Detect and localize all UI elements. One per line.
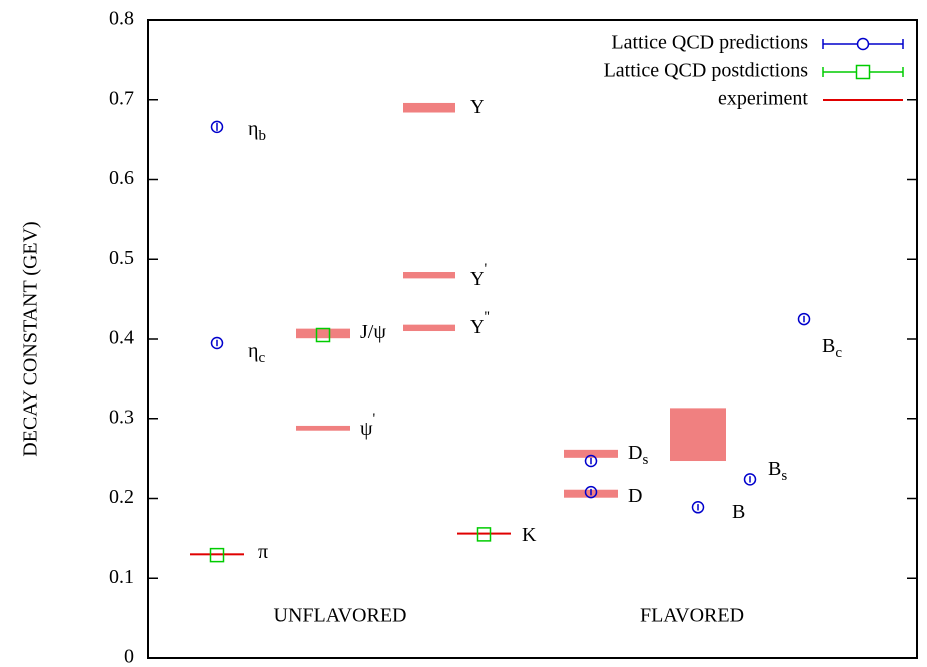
label-name: Υ xyxy=(470,268,484,290)
experiment-band xyxy=(296,425,350,431)
point-label: D xyxy=(628,485,642,507)
y-tick-label: 0.8 xyxy=(109,8,134,30)
prediction-point xyxy=(691,501,705,514)
y-tick-label: 0.3 xyxy=(109,406,134,428)
y-tick-label: 0.5 xyxy=(109,247,134,269)
experiment-band xyxy=(670,408,726,462)
label-sup: ' xyxy=(373,411,376,427)
legend-marker xyxy=(856,37,870,51)
postdiction-point xyxy=(209,547,225,563)
label-sup: '' xyxy=(484,309,490,325)
label-name: K xyxy=(522,524,537,546)
experiment-band xyxy=(190,553,244,556)
experiment-band xyxy=(403,324,455,332)
label-name: ψ xyxy=(360,418,373,440)
point-label: K xyxy=(522,524,537,546)
point-label: ηb xyxy=(248,118,266,145)
point-label: Υ' xyxy=(470,261,487,289)
label-name: D xyxy=(628,485,642,507)
point-label: Bs xyxy=(768,458,787,485)
point-label: Υ xyxy=(470,96,484,118)
experiment-band xyxy=(296,328,350,339)
legend-label: Lattice QCD predictions xyxy=(611,32,808,54)
y-tick-label: 0 xyxy=(124,646,134,667)
label-name: B xyxy=(732,501,745,523)
point-label: π xyxy=(258,541,268,563)
y-axis-label: DECAY CONSTANT (GEV) xyxy=(20,221,42,456)
experiment-band xyxy=(564,449,618,458)
legend-label: experiment xyxy=(718,88,808,110)
y-tick-label: 0.1 xyxy=(109,566,134,588)
label-name: η xyxy=(248,340,258,362)
group-label: FLAVORED xyxy=(640,605,744,627)
label-name: B xyxy=(768,458,781,480)
prediction-point xyxy=(584,454,598,468)
point-label: J/ψ xyxy=(360,321,386,343)
label-sub: b xyxy=(258,128,266,144)
legend-marker xyxy=(855,64,871,80)
y-tick-label: 0.6 xyxy=(109,167,134,189)
label-name: Υ xyxy=(470,96,484,118)
postdiction-point xyxy=(315,327,331,343)
label-sub: s xyxy=(642,452,648,468)
experiment-band xyxy=(403,272,455,279)
point-label: ψ' xyxy=(360,411,376,439)
y-tick-label: 0.2 xyxy=(109,486,134,508)
prediction-point xyxy=(210,120,224,134)
label-name: J/ψ xyxy=(360,321,386,343)
prediction-point xyxy=(584,485,598,499)
label-name: η xyxy=(248,118,258,140)
label-sub: c xyxy=(835,345,842,361)
experiment-band xyxy=(457,532,511,535)
label-sub: s xyxy=(781,468,787,484)
postdiction-point xyxy=(476,527,492,542)
y-tick-label: 0.4 xyxy=(109,327,134,349)
y-tick-label: 0.7 xyxy=(109,87,134,109)
point-label: ηc xyxy=(248,340,265,367)
prediction-point xyxy=(797,312,811,326)
prediction-point xyxy=(743,473,757,486)
prediction-point xyxy=(210,336,224,350)
point-label: Bc xyxy=(822,335,842,362)
label-name: D xyxy=(628,442,642,464)
group-label: UNFLAVORED xyxy=(274,605,407,627)
experiment-band xyxy=(403,102,455,113)
point-label: Υ'' xyxy=(470,309,490,337)
label-name: π xyxy=(258,541,268,563)
point-label: B xyxy=(732,501,745,523)
label-sub: c xyxy=(258,350,265,366)
label-sup: ' xyxy=(484,261,487,277)
legend-label: Lattice QCD postdictions xyxy=(604,60,809,82)
point-label: Ds xyxy=(628,442,648,469)
label-name: B xyxy=(822,335,835,357)
label-name: Υ xyxy=(470,316,484,338)
